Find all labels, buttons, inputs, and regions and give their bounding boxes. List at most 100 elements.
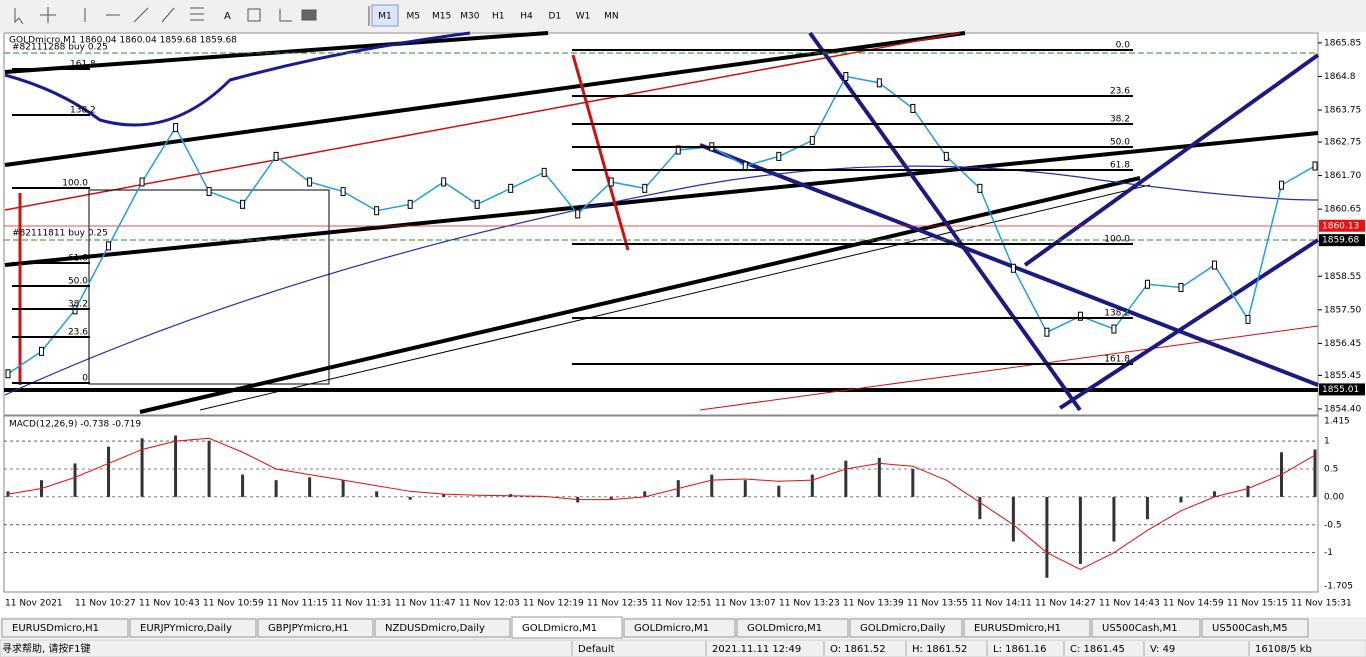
ma-line	[4, 31, 471, 127]
candle	[1211, 260, 1217, 270]
candle	[407, 199, 413, 209]
x-tick-label: 11 Nov 14:43	[1099, 599, 1160, 609]
x-tick-label: 11 Nov 2021	[5, 599, 63, 609]
macd-bar	[1179, 496, 1183, 503]
tab[interactable]	[1091, 618, 1201, 638]
y-tick-label: 1.415	[1324, 417, 1350, 427]
fib-label: 100.0	[1104, 235, 1130, 245]
candle	[1245, 314, 1251, 324]
x-tick-label: 11 Nov 11:47	[395, 599, 456, 609]
macd-bar	[743, 480, 747, 497]
y-tick-label: 1857.50	[1324, 305, 1361, 315]
x-tick-label: 11 Nov 10:43	[139, 599, 200, 609]
macd-bar	[643, 491, 647, 497]
tab-label[interactable]: EURUSDmicro,H1	[974, 623, 1061, 634]
macd-bar	[1011, 496, 1015, 542]
tab[interactable]	[963, 618, 1091, 638]
tab[interactable]	[374, 618, 511, 638]
rect-icon	[301, 9, 317, 21]
y-tick-label: -1	[1324, 548, 1333, 558]
tab-label[interactable]: GOLDmicro,M1	[747, 623, 822, 634]
macd-bar	[442, 494, 446, 497]
tab-label[interactable]: US500Cash,M5	[1212, 623, 1288, 634]
order-label: #82111288 buy 0.25	[12, 43, 108, 53]
status-text: C: 1861.45	[1070, 644, 1125, 655]
x-tick-label: 11 Nov 15:31	[1291, 599, 1352, 609]
tab[interactable]	[1, 618, 129, 638]
macd-bar	[1313, 449, 1317, 497]
tab-label[interactable]: GBPJPYmicro,H1	[268, 623, 349, 634]
candle	[876, 78, 882, 88]
tab[interactable]	[511, 616, 623, 639]
text-tool: A	[224, 11, 231, 22]
tab[interactable]	[257, 618, 374, 638]
trendline	[699, 325, 1319, 411]
candle	[307, 177, 313, 187]
fib-label: 38.2	[68, 300, 88, 310]
timeframe-label[interactable]: M5	[407, 12, 421, 22]
macd-bar	[978, 496, 982, 520]
timeframe-button[interactable]	[371, 4, 399, 27]
candle	[1044, 327, 1050, 337]
price-marker	[1319, 234, 1365, 247]
macd-bar	[174, 435, 178, 497]
x-tick-label: 11 Nov 14:11	[971, 599, 1032, 609]
candle	[39, 346, 45, 356]
macd-bar	[1212, 491, 1216, 497]
macd-bar	[140, 438, 144, 497]
timeframe-label[interactable]: M30	[460, 12, 479, 22]
crosshair-icon	[40, 7, 56, 23]
macd-bar	[777, 485, 781, 497]
candle	[843, 71, 849, 81]
candle	[1178, 282, 1184, 292]
y-tick-label: 1	[1324, 437, 1330, 447]
macd-bar	[408, 496, 412, 500]
price-marker-label: 1860.13	[1322, 221, 1359, 231]
macd-bar	[1045, 496, 1049, 578]
tab-label[interactable]: GOLDmicro,Daily	[860, 623, 945, 634]
macd-bar	[877, 457, 881, 497]
fib-label: 161.8	[70, 60, 96, 70]
trendline	[199, 184, 1151, 411]
timeframe-label[interactable]: M15	[432, 12, 451, 22]
price-marker	[1319, 383, 1365, 396]
fib-label: 0	[82, 374, 88, 384]
tab[interactable]	[623, 618, 736, 638]
tab[interactable]	[1201, 618, 1309, 638]
macd-bar	[609, 496, 613, 500]
timeframe-label[interactable]: H1	[492, 12, 505, 22]
y-tick-label: 1855.45	[1324, 371, 1361, 381]
timeframe-label[interactable]: D1	[548, 12, 561, 22]
y-tick-label: 1860.65	[1324, 205, 1361, 215]
x-tick-label: 11 Nov 13:55	[907, 599, 968, 609]
timeframe-label[interactable]: MN	[604, 12, 619, 22]
tab-label[interactable]: NZDUSDmicro,Daily	[385, 623, 485, 634]
tab-label[interactable]: GOLDmicro,M1	[522, 623, 597, 634]
status-text: V: 49	[1150, 644, 1175, 655]
candle	[742, 161, 748, 171]
timeframe-label[interactable]: H4	[520, 12, 533, 22]
sep	[279, 6, 370, 26]
tab-label[interactable]: US500Cash,M1	[1102, 623, 1178, 634]
y-tick-label: 1858.55	[1324, 272, 1361, 282]
x-tick-label: 11 Nov 15:15	[1227, 599, 1288, 609]
candle	[910, 103, 916, 113]
macd-bar	[375, 491, 379, 497]
macd-bar	[1145, 496, 1149, 520]
tab[interactable]	[736, 618, 849, 638]
macd-bar	[911, 468, 915, 497]
x-tick-label: 11 Nov 13:23	[779, 599, 840, 609]
tab[interactable]	[849, 618, 963, 638]
candle	[106, 241, 112, 251]
channel-line	[1023, 53, 1320, 267]
tab-label[interactable]: EURUSDmicro,H1	[12, 623, 99, 634]
timeframe-label[interactable]: M1	[378, 12, 392, 22]
status-bar	[0, 639, 1366, 657]
candle	[776, 151, 782, 161]
timeframe-label[interactable]: W1	[576, 12, 591, 22]
tab-label[interactable]: GOLDmicro,M1	[634, 623, 709, 634]
tab-label[interactable]: EURJPYmicro,Daily	[140, 623, 232, 634]
candle	[1010, 263, 1016, 273]
tab[interactable]	[129, 618, 257, 638]
